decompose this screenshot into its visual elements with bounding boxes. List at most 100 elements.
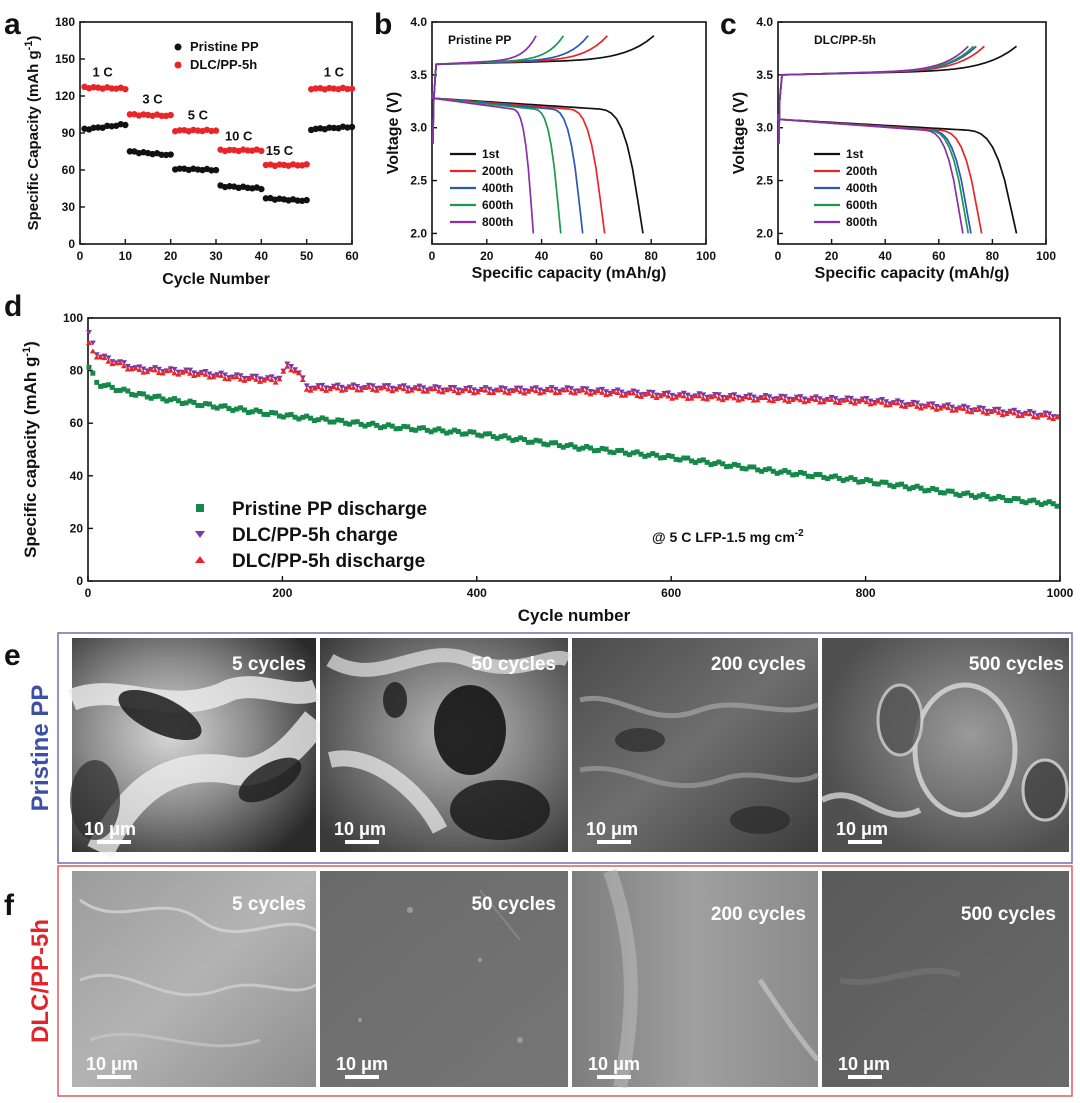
- data-point: [1050, 501, 1056, 507]
- data-point: [560, 444, 566, 450]
- data-point: [758, 395, 765, 401]
- data-point: [1035, 500, 1041, 506]
- data-point: [762, 395, 769, 401]
- legend-label: 1st: [846, 147, 863, 161]
- data-point: [241, 377, 248, 383]
- data-point: [540, 389, 547, 395]
- sem-cycles-label: 500 cycles: [961, 904, 1056, 925]
- legend-label: 200th: [482, 164, 513, 178]
- data-point: [603, 389, 610, 395]
- data-point: [747, 464, 753, 470]
- data-point: [258, 185, 265, 193]
- data-point: [684, 395, 691, 401]
- data-point: [715, 392, 722, 398]
- data-point: [122, 86, 129, 93]
- data-point: [832, 399, 839, 405]
- data-point: [623, 450, 629, 456]
- data-point: [723, 395, 730, 401]
- data-point: [1007, 409, 1014, 415]
- data-point: [129, 391, 135, 397]
- data-point: [864, 477, 870, 483]
- data-point: [393, 386, 400, 392]
- data-point: [898, 403, 905, 409]
- data-point: [1003, 410, 1010, 416]
- x-tick-label: 30: [209, 249, 223, 263]
- data-point: [622, 392, 629, 398]
- data-point: [354, 387, 361, 393]
- charge-curve: [431, 35, 608, 144]
- data-point: [315, 417, 321, 423]
- data-point: [94, 124, 102, 131]
- data-point: [895, 482, 901, 488]
- data-point: [1030, 414, 1037, 420]
- data-point: [93, 354, 100, 360]
- data-point: [102, 383, 108, 389]
- data-point: [348, 85, 356, 92]
- data-point: [175, 371, 182, 377]
- data-point: [466, 388, 473, 394]
- data-point: [478, 387, 485, 393]
- data-point: [572, 444, 578, 450]
- legend-marker: [195, 556, 205, 563]
- chart-b: 0 20 40 60 80 100 2.0 2.5 3.0 3.5 4.0 Specific capa…: [385, 15, 716, 282]
- data-point: [374, 422, 380, 428]
- data-point: [459, 431, 465, 437]
- data-point: [467, 429, 473, 435]
- y-tick-label: 60: [70, 416, 84, 430]
- legend-label: Pristine PP discharge: [232, 499, 427, 520]
- data-point: [226, 146, 233, 154]
- data-point: [995, 406, 1002, 412]
- data-point: [856, 479, 862, 485]
- data-point: [369, 383, 376, 389]
- data-point: [898, 399, 905, 405]
- data-point: [109, 384, 115, 390]
- data-point: [187, 367, 194, 373]
- data-point: [712, 461, 718, 467]
- data-point: [867, 398, 874, 404]
- data-point: [661, 455, 667, 461]
- y-tick-label: 120: [55, 89, 75, 103]
- data-point: [965, 490, 971, 496]
- data-point: [1034, 414, 1041, 420]
- data-point: [956, 405, 963, 411]
- data-point: [412, 385, 419, 391]
- data-point: [502, 433, 508, 439]
- data-point: [176, 165, 183, 172]
- data-point: [311, 385, 318, 391]
- data-point: [212, 166, 220, 174]
- data-point: [820, 399, 827, 405]
- data-point: [346, 384, 353, 390]
- data-point: [339, 417, 345, 423]
- data-point: [960, 405, 967, 411]
- data-point: [272, 376, 279, 382]
- data-point: [731, 395, 738, 401]
- data-point: [793, 395, 800, 401]
- data-point: [746, 392, 753, 398]
- data-point: [354, 384, 361, 390]
- data-point: [754, 397, 761, 403]
- data-point: [584, 443, 590, 449]
- data-point: [1011, 410, 1018, 416]
- data-point: [105, 382, 111, 388]
- data-point: [867, 478, 873, 484]
- data-point: [968, 409, 975, 415]
- x-tick-label: 800: [856, 586, 876, 600]
- data-point: [781, 397, 788, 403]
- data-point: [179, 400, 185, 406]
- data-point: [871, 481, 877, 487]
- data-point: [829, 474, 835, 480]
- data-point: [599, 389, 606, 395]
- data-point: [237, 373, 244, 379]
- data-point: [766, 466, 772, 472]
- data-point: [607, 449, 613, 455]
- data-point: [645, 390, 652, 396]
- data-point: [533, 437, 539, 443]
- panel-letter-a: a: [4, 8, 21, 41]
- data-point: [319, 382, 326, 388]
- data-point: [280, 368, 287, 374]
- data-point: [568, 389, 575, 395]
- data-point: [541, 441, 547, 447]
- data-point: [210, 404, 216, 410]
- data-point: [167, 367, 174, 373]
- sem-cycles-label: 200 cycles: [711, 904, 806, 925]
